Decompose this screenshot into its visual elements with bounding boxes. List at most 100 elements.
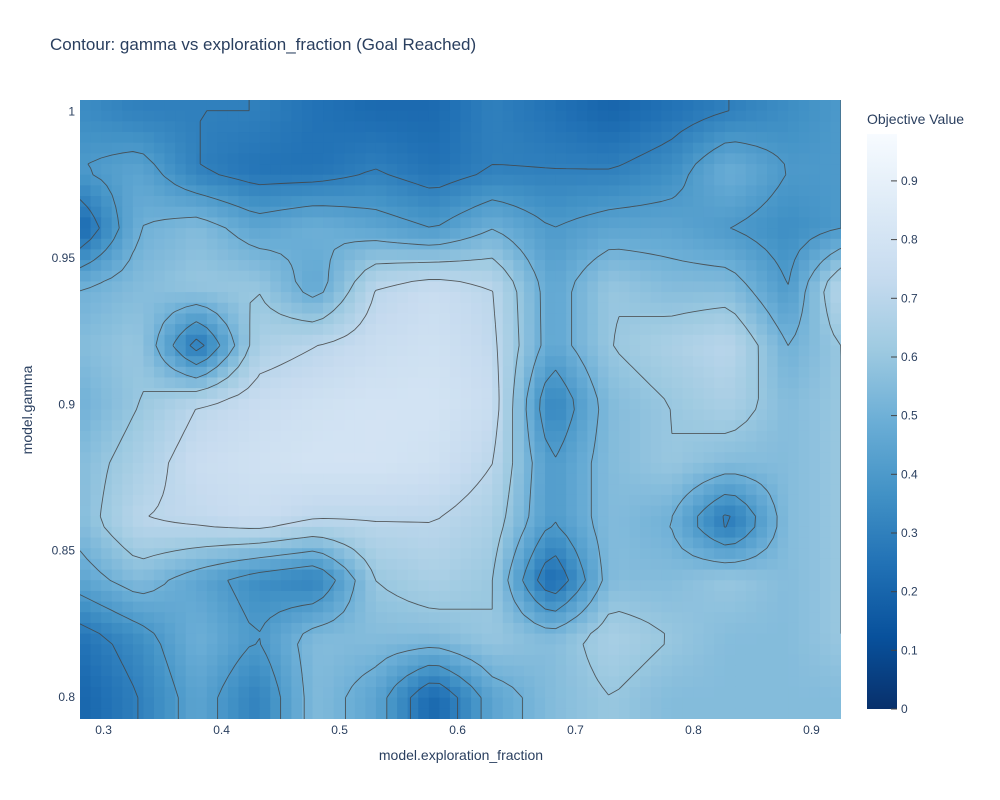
heatmap-cell — [196, 644, 208, 656]
heatmap-cell — [661, 356, 673, 368]
heatmap-cell — [418, 366, 430, 379]
heatmap-cell — [90, 430, 102, 443]
heatmap-cell — [724, 633, 736, 645]
heatmap-cell — [545, 249, 557, 261]
heatmap-cell — [830, 516, 841, 528]
heatmap-cell — [788, 665, 800, 677]
heatmap-cell — [777, 292, 789, 304]
heatmap-cell — [756, 174, 768, 186]
heatmap-cell — [397, 249, 409, 261]
heatmap-cell — [397, 206, 409, 218]
heatmap-cell — [196, 302, 208, 315]
heatmap-cell — [566, 484, 578, 496]
heatmap-cell — [534, 249, 546, 261]
heatmap-cell — [439, 238, 451, 251]
heatmap-cell — [206, 249, 218, 261]
heatmap-cell — [735, 686, 747, 699]
heatmap-cell — [534, 121, 546, 133]
heatmap-cell — [333, 708, 345, 719]
heatmap-cell — [238, 537, 250, 549]
heatmap-cell — [386, 676, 398, 688]
heatmap-cell — [280, 100, 292, 112]
heatmap-cell — [661, 142, 673, 154]
heatmap-cell — [153, 174, 166, 186]
heatmap-cell — [153, 356, 166, 368]
heatmap-cell — [101, 708, 113, 719]
heatmap-cell — [735, 142, 747, 154]
heatmap-cell — [661, 462, 673, 475]
heatmap-cell — [143, 612, 155, 624]
heatmap-cell — [640, 334, 652, 347]
heatmap-cell — [143, 548, 155, 560]
heatmap-cell — [249, 121, 261, 133]
heatmap-cell — [418, 601, 430, 613]
heatmap-cell — [819, 505, 832, 517]
heatmap-cell — [703, 505, 715, 517]
heatmap-cell — [693, 228, 705, 240]
heatmap-cell — [291, 196, 303, 208]
heatmap-cell — [830, 697, 841, 709]
heatmap-cell — [333, 633, 345, 645]
heatmap-cell — [449, 676, 462, 688]
heatmap-cell — [238, 590, 250, 603]
heatmap-cell — [671, 430, 684, 443]
heatmap-cell — [217, 612, 229, 624]
heatmap-cell — [238, 164, 250, 176]
heatmap-cell — [576, 228, 588, 240]
heatmap-cell — [111, 345, 123, 357]
heatmap-cell — [439, 388, 451, 400]
heatmap-cell — [111, 633, 123, 645]
heatmap-cell — [693, 206, 705, 218]
heatmap-cell — [111, 292, 123, 304]
heatmap-cell — [428, 249, 440, 261]
heatmap-cell — [650, 334, 662, 347]
heatmap-cell — [217, 398, 229, 411]
heatmap-cell — [471, 537, 483, 549]
heatmap-cell — [703, 644, 715, 656]
heatmap-cell — [101, 654, 113, 667]
heatmap-cell — [523, 548, 536, 560]
heatmap-cell — [122, 665, 134, 677]
heatmap-cell — [777, 697, 789, 709]
heatmap-cell — [386, 100, 398, 112]
heatmap-cell — [629, 356, 641, 368]
heatmap-cell — [397, 676, 409, 688]
heatmap-cell — [777, 249, 789, 261]
heatmap-cell — [788, 644, 800, 656]
heatmap-cell — [629, 590, 641, 603]
heatmap-cell — [111, 686, 123, 699]
heatmap-cell — [566, 644, 578, 656]
heatmap-cell — [523, 164, 536, 176]
heatmap-cell — [460, 110, 472, 122]
heatmap-cell — [323, 633, 335, 645]
heatmap-cell — [227, 590, 240, 603]
heatmap-cell — [777, 313, 789, 325]
heatmap-cell — [745, 590, 758, 603]
heatmap-cell — [587, 249, 599, 261]
heatmap-cell — [132, 281, 145, 293]
heatmap-cell — [629, 110, 641, 122]
heatmap-cell — [196, 697, 208, 709]
heatmap-cell — [650, 484, 662, 496]
heatmap-cell — [386, 622, 398, 635]
heatmap-cell — [502, 164, 514, 176]
heatmap-cell — [164, 356, 176, 368]
heatmap-cell — [90, 292, 102, 304]
heatmap-cell — [819, 665, 832, 677]
heatmap-cell — [650, 612, 662, 624]
heatmap-cell — [640, 686, 652, 699]
heatmap-cell — [80, 548, 92, 560]
heatmap-cell — [460, 590, 472, 603]
heatmap-cell — [365, 132, 377, 144]
heatmap-cell — [481, 601, 493, 613]
heatmap-cell — [175, 132, 187, 144]
heatmap-cell — [354, 217, 366, 229]
heatmap-cell — [682, 601, 694, 613]
heatmap-cell — [597, 281, 610, 293]
heatmap-cell — [80, 292, 92, 304]
heatmap-cell — [449, 260, 462, 272]
heatmap-cell — [122, 505, 134, 517]
heatmap-cell — [185, 196, 197, 208]
heatmap-cell — [217, 228, 229, 240]
heatmap-cell — [714, 505, 726, 517]
